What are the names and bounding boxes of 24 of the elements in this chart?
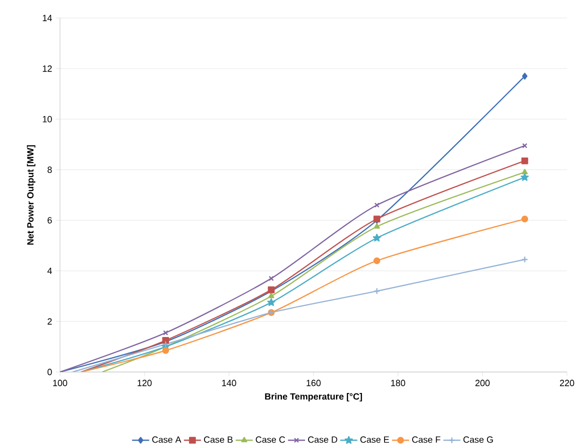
legend-label: Case E xyxy=(360,436,390,443)
y-tick-label: 12 xyxy=(42,65,52,72)
y-axis-title: Net Power Output [MW] xyxy=(26,145,36,245)
y-tick-label: 10 xyxy=(42,116,52,122)
legend-label: Case C xyxy=(256,436,286,443)
legend-label: Case A xyxy=(152,436,182,443)
x-tick-label: 160 xyxy=(306,380,321,386)
legend-label: Case G xyxy=(463,436,493,443)
y-tick-label: 4 xyxy=(47,268,52,274)
legend-label: Case F xyxy=(412,436,440,443)
legend-label: Case B xyxy=(204,436,233,443)
x-axis-title: Brine Temperature [°C] xyxy=(265,393,362,402)
x-tick-label: 180 xyxy=(391,380,406,386)
legend-label: Case D xyxy=(308,436,338,443)
x-tick-label: 100 xyxy=(53,380,68,386)
x-tick-label: 140 xyxy=(222,380,236,386)
y-tick-label: 0 xyxy=(48,368,52,376)
y-tick-label: 6 xyxy=(48,217,52,224)
x-tick-label: 120 xyxy=(138,380,152,386)
x-tick-label: 220 xyxy=(560,380,574,386)
y-tick-label: 2 xyxy=(48,318,52,325)
y-tick-label: 14 xyxy=(42,14,52,22)
x-tick-label: 200 xyxy=(475,380,490,386)
y-tick-label: 8 xyxy=(48,166,52,173)
